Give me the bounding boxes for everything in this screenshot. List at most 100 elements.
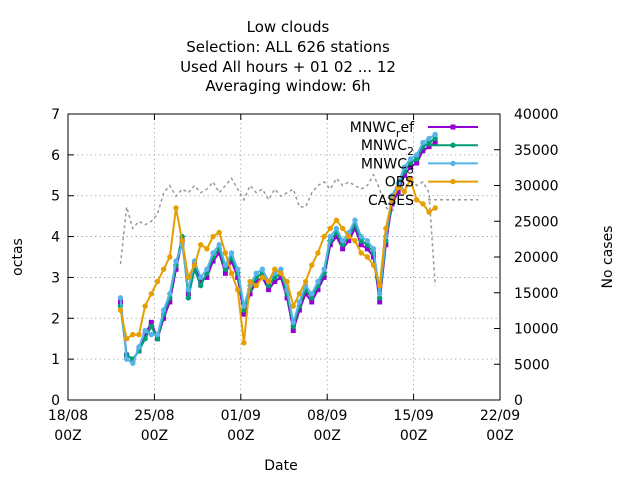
- data-point: [142, 303, 148, 309]
- legend-item: MNWC3: [361, 156, 478, 176]
- data-point: [278, 274, 284, 280]
- data-point: [333, 234, 339, 240]
- legend-item: OBS: [385, 175, 478, 191]
- y2-tick-label: 30000: [514, 179, 559, 195]
- data-point: [296, 291, 303, 297]
- data-point: [167, 299, 173, 305]
- data-point: [309, 262, 315, 268]
- data-point: [216, 229, 222, 236]
- legend-marker: [450, 142, 456, 148]
- data-point: [352, 225, 358, 231]
- data-point: [315, 278, 321, 285]
- data-point: [142, 332, 148, 338]
- x-tick-label: 00Z: [400, 428, 427, 444]
- data-point: [222, 262, 229, 268]
- x-tick-label: 08/09: [307, 408, 347, 424]
- data-point: [364, 254, 371, 260]
- series-line: [119, 173, 436, 286]
- y2-axis-label: No cases: [600, 226, 616, 289]
- data-point: [247, 291, 253, 297]
- data-point: [210, 233, 216, 240]
- y-tick-label: 7: [51, 107, 60, 123]
- data-point: [377, 299, 383, 305]
- data-point: [154, 278, 161, 285]
- data-point: [303, 291, 309, 297]
- data-point: [154, 331, 161, 338]
- data-point: [420, 139, 426, 146]
- data-point: [185, 274, 192, 281]
- data-point: [117, 307, 124, 313]
- data-point: [197, 274, 204, 281]
- y2-tick-label: 25000: [514, 214, 559, 230]
- data-point: [370, 262, 377, 268]
- data-point: [216, 242, 222, 248]
- data-point: [148, 323, 155, 330]
- data-point: [420, 148, 426, 154]
- data-point: [272, 279, 278, 285]
- data-point: [130, 360, 136, 366]
- data-point: [333, 225, 340, 232]
- data-point: [117, 295, 124, 301]
- data-point: [123, 336, 130, 342]
- data-point: [340, 246, 346, 252]
- legend-item: MNWCref: [350, 120, 478, 140]
- data-point: [253, 279, 259, 285]
- data-point: [432, 205, 438, 211]
- legend-label: MNWC2: [361, 138, 414, 158]
- data-point: [210, 250, 216, 256]
- data-point: [142, 327, 148, 334]
- data-point: [241, 311, 247, 317]
- data-point: [309, 295, 315, 301]
- data-point: [315, 250, 321, 256]
- legend-marker: [450, 124, 456, 130]
- data-point: [222, 250, 229, 256]
- legend-item: CASES: [368, 193, 478, 209]
- data-point: [197, 242, 204, 248]
- data-point: [432, 135, 438, 142]
- data-point: [296, 307, 302, 313]
- data-point: [401, 164, 408, 170]
- data-point: [414, 160, 420, 166]
- data-point: [142, 336, 148, 342]
- x-tick-label: 18/08: [48, 408, 88, 424]
- x-tick-label: 01/09: [221, 408, 261, 424]
- data-point: [401, 172, 407, 178]
- y-tick-label: 4: [51, 230, 60, 246]
- y2-tick-label: 5000: [514, 357, 550, 373]
- title-line: Used All hours + 01 02 ... 12: [180, 58, 396, 76]
- y-tick-label: 5: [51, 189, 60, 205]
- data-point: [370, 246, 377, 252]
- y2-tick-label: 35000: [514, 143, 559, 159]
- data-point: [198, 279, 204, 285]
- data-point: [136, 331, 142, 338]
- title-line: Selection: ALL 626 stations: [186, 38, 390, 56]
- data-point: [346, 233, 352, 240]
- data-point: [346, 238, 352, 244]
- data-point: [130, 331, 136, 338]
- data-point: [389, 197, 395, 203]
- y2-tick-label: 40000: [514, 107, 559, 123]
- data-point: [185, 295, 192, 301]
- data-point: [160, 266, 167, 272]
- series-mnwc_ref: [117, 140, 438, 362]
- data-point: [401, 188, 408, 195]
- y2-tick-label: 10000: [514, 322, 559, 338]
- legend-label: MNWCref: [350, 120, 415, 140]
- data-point: [222, 270, 228, 276]
- data-point: [247, 278, 253, 285]
- y-tick-label: 2: [51, 311, 60, 327]
- data-point: [290, 328, 296, 334]
- series-obs: [117, 176, 438, 346]
- data-point: [426, 209, 432, 215]
- data-point: [358, 233, 364, 240]
- data-point: [197, 282, 204, 289]
- data-point: [339, 225, 346, 232]
- y2-tick-label: 0: [514, 393, 523, 409]
- data-point: [266, 287, 272, 293]
- y-tick-label: 0: [51, 393, 60, 409]
- data-point: [241, 340, 247, 346]
- data-point: [420, 201, 426, 207]
- data-point: [309, 299, 315, 305]
- data-point: [265, 282, 272, 289]
- data-point: [241, 303, 247, 309]
